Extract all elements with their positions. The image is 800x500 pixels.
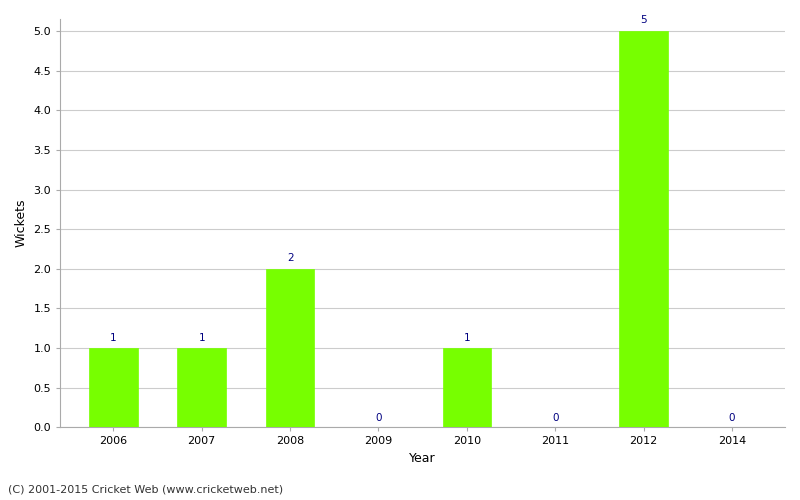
Text: 1: 1: [110, 332, 117, 342]
Text: 1: 1: [463, 332, 470, 342]
Bar: [619, 31, 668, 427]
Bar: [178, 348, 226, 428]
Bar: [266, 269, 314, 428]
X-axis label: Year: Year: [410, 452, 436, 465]
Text: 0: 0: [375, 412, 382, 422]
Text: 5: 5: [640, 16, 647, 26]
Text: 1: 1: [198, 332, 205, 342]
Y-axis label: Wickets: Wickets: [15, 199, 28, 248]
Text: (C) 2001-2015 Cricket Web (www.cricketweb.net): (C) 2001-2015 Cricket Web (www.cricketwe…: [8, 485, 283, 495]
Text: 0: 0: [729, 412, 735, 422]
Text: 0: 0: [552, 412, 558, 422]
Bar: [89, 348, 138, 428]
Bar: [442, 348, 491, 428]
Text: 2: 2: [286, 254, 294, 264]
